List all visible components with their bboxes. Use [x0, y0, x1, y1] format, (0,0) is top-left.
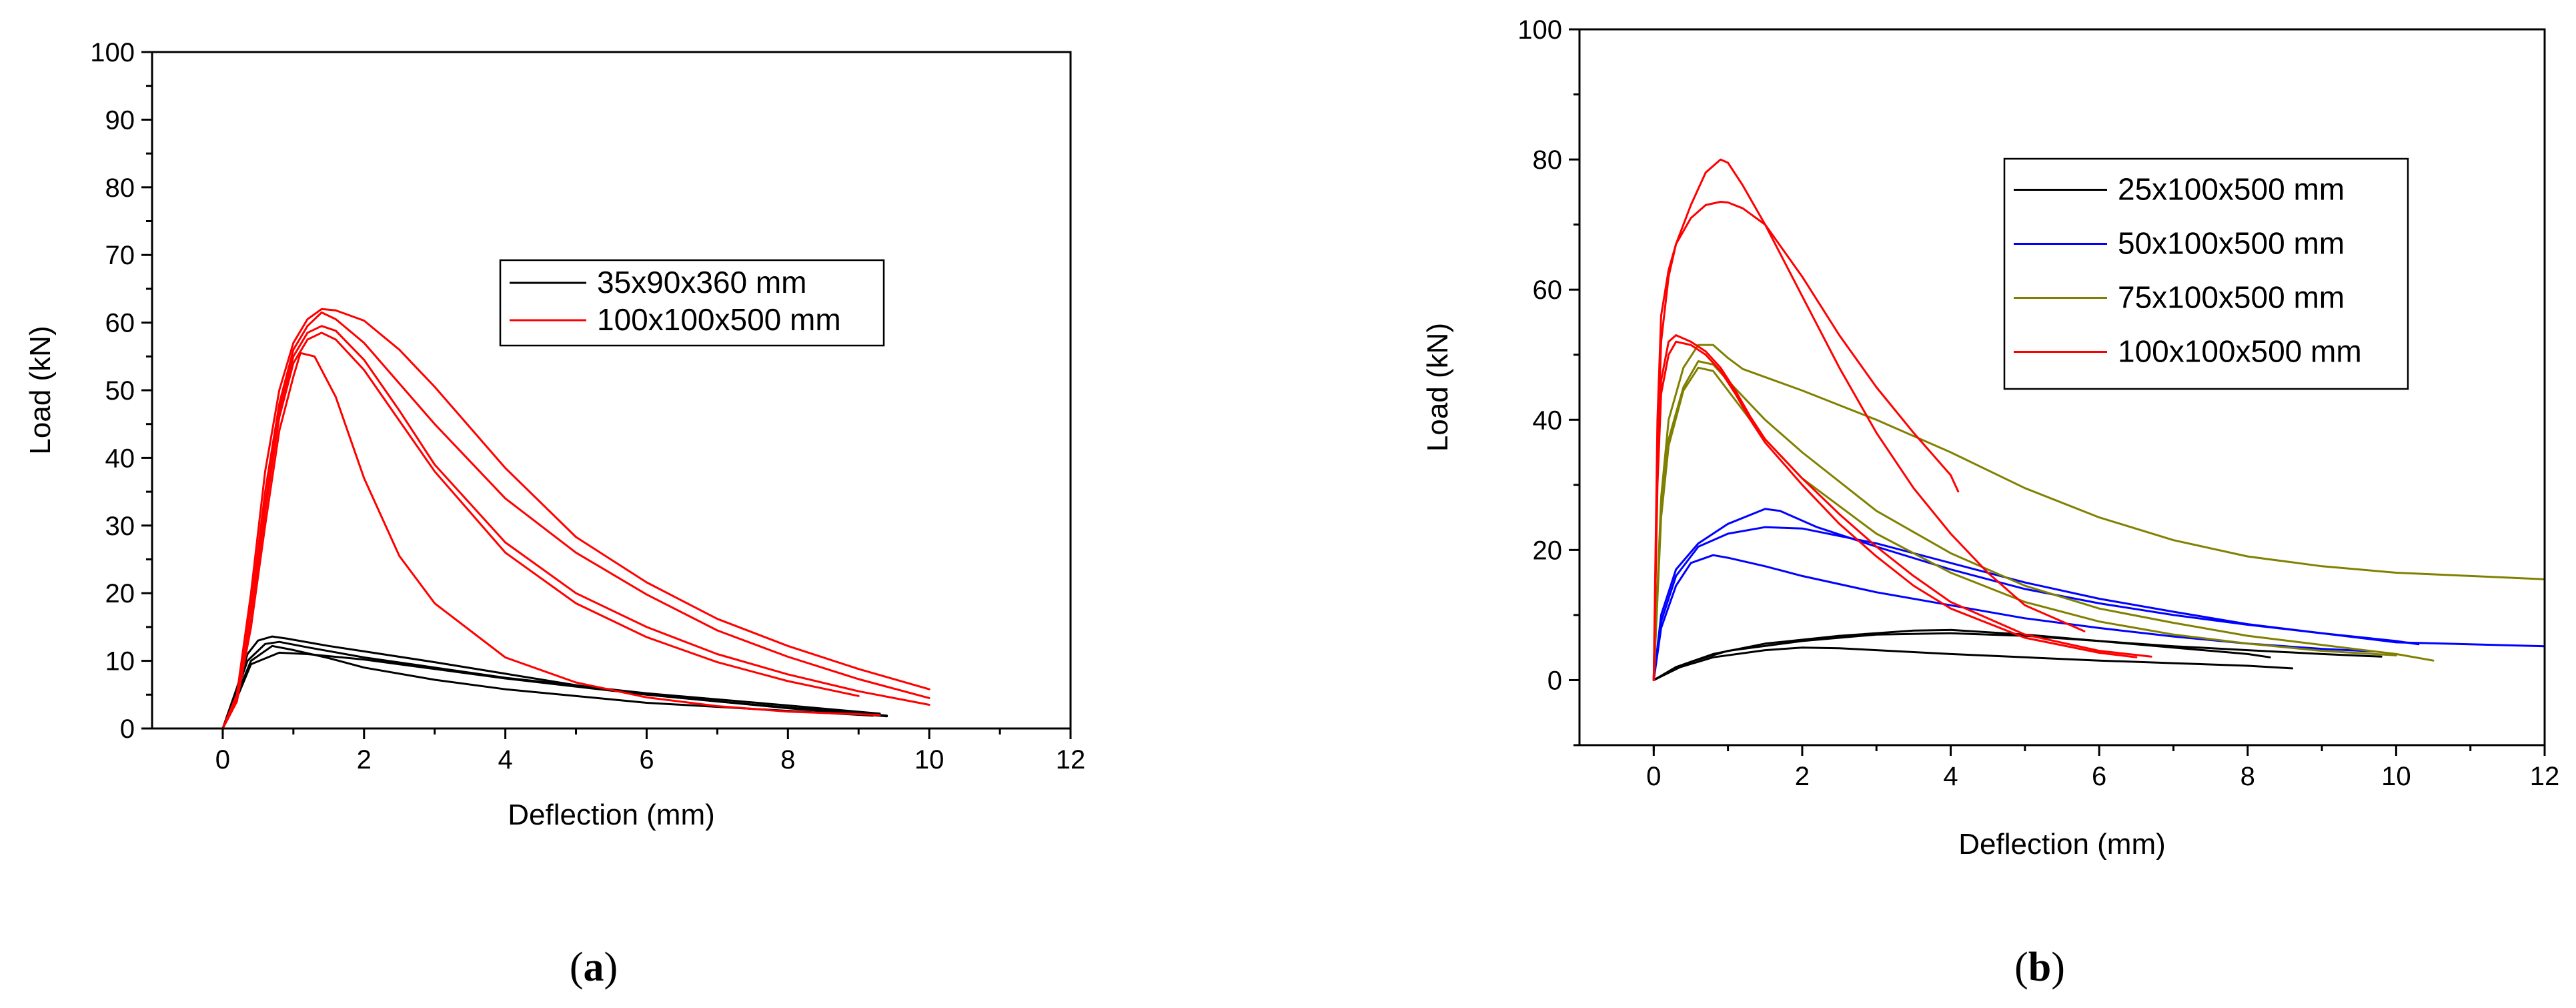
chart-b-ticks: 0 2 4 6 8 10 12 0 20 40 60 80 100 — [1517, 15, 2559, 791]
chart-b-legend-label: 75x100x500 mm — [2118, 280, 2345, 315]
chart-b-xtick-label: 2 — [1795, 762, 1810, 791]
chart-a-legend-label: 35x90x360 mm — [597, 265, 807, 300]
chart-a-xlabel: Deflection (mm) — [508, 799, 715, 831]
chart-a-ytick-label: 80 — [105, 173, 135, 203]
chart-a-series-line — [221, 332, 860, 730]
chart-b-legend-label: 25x100x500 mm — [2118, 172, 2345, 207]
chart-a-ytick-label: 40 — [105, 444, 135, 473]
chart-b-series-line — [1652, 344, 2546, 681]
chart-b-xtick-label: 6 — [2092, 762, 2106, 791]
chart-b-xtick-label: 8 — [2240, 762, 2255, 791]
chart-a-series-line — [221, 651, 888, 730]
chart-b-series-line — [1652, 366, 2397, 681]
chart-b-series-line — [1652, 158, 2086, 681]
chart-a-series-line — [221, 640, 881, 730]
chart-a-xtick-label: 12 — [1056, 745, 1086, 775]
chart-a-xtick-label: 6 — [639, 745, 654, 775]
chart-b: 0 2 4 6 8 10 12 0 20 40 60 80 100 Deflection (mm) Lo… — [1421, 15, 2559, 990]
chart-b-series-line — [1652, 554, 2375, 681]
chart-b-caption: (b) — [2014, 945, 2065, 990]
chart-b-ytick-label: 60 — [1533, 276, 1563, 305]
chart-a-ytick-label: 20 — [105, 579, 135, 608]
chart-b-legend-box — [2003, 157, 2409, 390]
chart-b-xtick-label: 0 — [1646, 762, 1661, 791]
chart-b-xtick-label: 12 — [2530, 762, 2560, 791]
chart-a-caption: (a) — [570, 945, 618, 990]
chart-a-series-line — [221, 308, 930, 730]
chart-b-ytick-label: 80 — [1533, 145, 1563, 175]
chart-b-series-line — [1652, 646, 2294, 681]
chart-b-series-line — [1652, 340, 2138, 681]
chart-a-ytick-label: 100 — [90, 38, 135, 67]
chart-a-xtick-label: 2 — [357, 745, 372, 775]
chart-a-series-line — [221, 644, 874, 730]
chart-a-series — [221, 308, 930, 730]
chart-b-ytick-label: 40 — [1533, 406, 1563, 435]
chart-a-xtick-label: 10 — [914, 745, 944, 775]
chart-a-ytick-label: 10 — [105, 647, 135, 676]
chart-a-legend-box — [499, 259, 885, 347]
chart-b-series-line — [1652, 334, 2152, 681]
chart-b-legend: 25x100x500 mm 50x100x500 mm 75x100x500 mm 1… — [2003, 157, 2409, 390]
chart-a-ytick-label: 30 — [105, 512, 135, 541]
chart-a-ytick-label: 0 — [120, 714, 135, 744]
chart-a-legend-label: 100x100x500 mm — [597, 302, 841, 337]
chart-b-ytick-label: 0 — [1547, 666, 1562, 695]
chart-b-legend-label: 100x100x500 mm — [2118, 334, 2362, 369]
chart-a-ylabel: Load (kN) — [24, 326, 57, 454]
chart-a-ytick-label: 70 — [105, 241, 135, 270]
chart-a-ticks: 0 2 4 6 8 10 12 0 10 20 30 40 50 60 70 80 90 100 — [90, 38, 1085, 775]
chart-b-xtick-label: 4 — [1943, 762, 1958, 791]
chart-a-ytick-label: 90 — [105, 105, 135, 135]
chart-a-series-line — [221, 352, 881, 730]
chart-a-xtick-label: 8 — [780, 745, 795, 775]
chart-b-xtick-label: 10 — [2381, 762, 2411, 791]
chart-b-caption-letter: b — [2028, 945, 2051, 990]
chart-b-series-line — [1652, 201, 1960, 681]
chart-a-xtick-label: 4 — [498, 745, 512, 775]
chart-b-series-line — [1652, 632, 2383, 681]
chart-b-ylabel: Load (kN) — [1421, 323, 1454, 452]
chart-b-xlabel: Deflection (mm) — [1958, 828, 2166, 861]
chart-a-plot-frame — [151, 51, 1072, 730]
chart-b-ytick-label: 20 — [1533, 536, 1563, 565]
chart-b-series — [1652, 158, 2546, 681]
chart-b-ytick-label: 100 — [1517, 15, 1562, 45]
chart-a-caption-letter: a — [584, 945, 604, 990]
chart-a-ytick-label: 60 — [105, 309, 135, 338]
chart-b-plot-frame — [1578, 28, 2546, 746]
chart-b-series-line — [1652, 508, 2420, 681]
chart-a-ytick-label: 50 — [105, 376, 135, 406]
chart-a-series-line — [221, 311, 930, 730]
chart-a: 0 2 4 6 8 10 12 0 10 20 30 40 50 60 70 80 90 100 Deflecti… — [24, 38, 1085, 990]
chart-b-legend-label: 50x100x500 mm — [2118, 226, 2345, 261]
chart-a-xtick-label: 0 — [215, 745, 230, 775]
